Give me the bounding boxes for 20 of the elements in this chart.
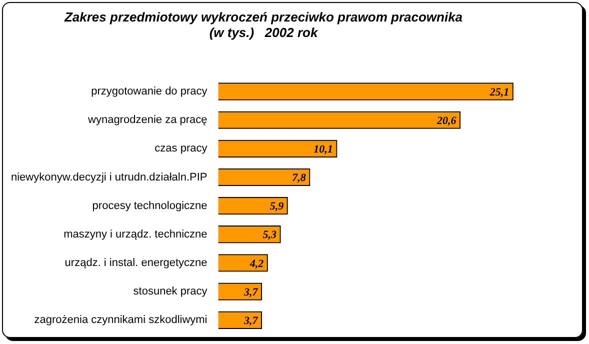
data-label: 3,7 [242, 314, 258, 327]
data-label: 5,9 [270, 200, 284, 213]
data-label: 4,2 [248, 258, 264, 270]
y-tick-label: przygotowanie do pracy [91, 86, 208, 98]
y-tick-label: urządz. i instal. energetyczne [64, 256, 208, 269]
y-tick-label: czas pracy [154, 142, 208, 155]
data-label: 5,3 [262, 229, 278, 242]
data-label: 25,1 [488, 86, 510, 98]
y-tick-label: zagrożenia czynnikami szkodliwymi [34, 314, 208, 326]
y-tick-label: wynagrodzenie za pracę [87, 114, 208, 126]
data-label: 3,7 [242, 286, 258, 298]
y-tick-label: procesy technologiczne [92, 200, 208, 212]
data-label: 10,1 [314, 143, 333, 156]
text: Zakres przedmiotowy wykroczeń przeciwko prawom pracownika [64, 9, 463, 24]
text: (w tys.) 2002 rok [209, 24, 318, 40]
y-tick-label: maszyny i urządz. techniczne [64, 228, 208, 240]
data-label: 20,6 [436, 114, 457, 127]
y-tick-label: niewykonyw.decyzji i utrudn.działaln.PIP [11, 171, 208, 184]
y-tick-label: stosunek pracy [133, 286, 208, 298]
data-label: 7,8 [292, 172, 306, 184]
